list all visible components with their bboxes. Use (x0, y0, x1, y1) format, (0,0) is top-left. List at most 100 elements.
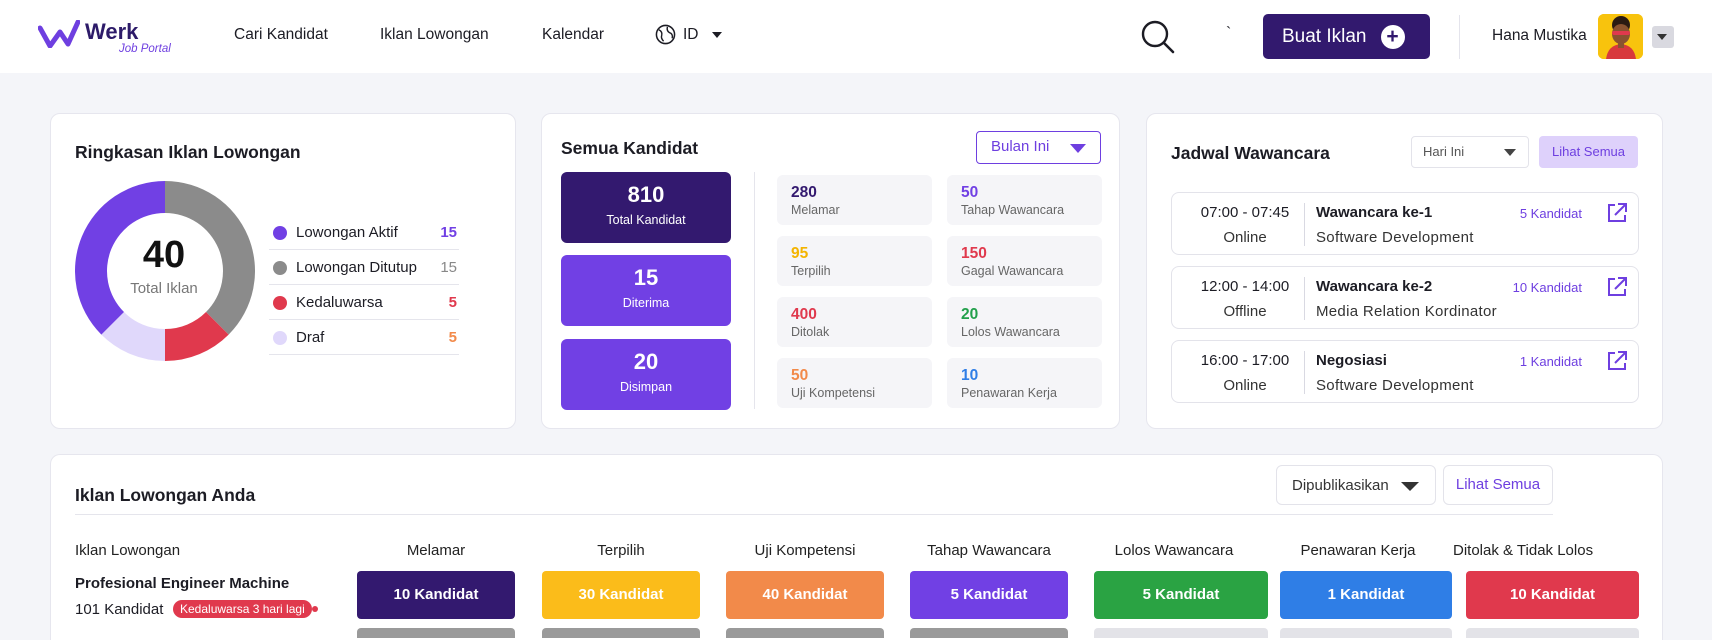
stat-label: Uji Kompetensi (791, 386, 876, 400)
selected-count-button[interactable]: 30 Kandidat (542, 571, 700, 619)
stat-tile-interview-stage[interactable]: 50 Tahap Wawancara (947, 175, 1102, 225)
external-link-icon[interactable] (1606, 276, 1628, 298)
top-navigation-bar: Werk Job Portal Cari Kandidat Iklan Lowo… (0, 0, 1712, 73)
nav-iklan-lowongan[interactable]: Iklan Lowongan (380, 26, 489, 43)
schedule-candidate-count[interactable]: 10 Kandidat (1512, 280, 1582, 295)
period-value: Bulan Ini (991, 138, 1050, 155)
next-row-cell (1466, 628, 1639, 638)
schedule-subtitle: Software Development (1316, 377, 1474, 394)
donut-slice-closed[interactable] (165, 181, 255, 335)
language-selector[interactable]: ID (655, 24, 722, 45)
interview-stage-count-button[interactable]: 5 Kandidat (910, 571, 1068, 619)
legend-dot (273, 226, 287, 240)
next-row-cell (910, 628, 1068, 638)
stat-tile-rejected[interactable]: 400 Ditolak (777, 297, 932, 347)
donut-slice-draft[interactable] (101, 312, 165, 361)
saved-candidates-tile[interactable]: 20 Disimpan (561, 339, 731, 410)
job-ad-candidate-count: 101 Kandidat (75, 601, 164, 618)
stat-label: Melamar (791, 203, 840, 217)
stat-label: Terpilih (791, 264, 831, 278)
user-photo-icon (1598, 14, 1643, 59)
stat-tile-applied[interactable]: 280 Melamar (777, 175, 932, 225)
schedule-item[interactable]: 07:00 - 07:45 Online Wawancara ke-1 Soft… (1171, 192, 1639, 255)
schedule-item[interactable]: 12:00 - 14:00 Offline Wawancara ke-2 Med… (1171, 266, 1639, 329)
column-header-applied: Melamar (406, 542, 466, 559)
donut-slice-expired[interactable] (165, 312, 229, 361)
schedule-separator (1304, 351, 1305, 394)
column-header-passed-interview: Lolos Wawancara (1114, 542, 1234, 559)
legend-item-closed[interactable]: Lowongan Ditutup 15 (269, 250, 459, 285)
schedule-day-dropdown[interactable]: Hari Ini (1411, 136, 1529, 168)
next-row-cell (542, 628, 700, 638)
globe-icon (655, 24, 676, 45)
avatar[interactable] (1598, 14, 1643, 59)
job-ads-title: Iklan Lowongan Anda (75, 485, 256, 505)
job-ad-title[interactable]: Profesional Engineer Machine (75, 575, 290, 592)
stat-value: 10 (961, 367, 979, 384)
nav-kalendar[interactable]: Kalendar (542, 26, 605, 43)
schedule-title-text: Negosiasi (1316, 352, 1387, 369)
create-job-ad-label: Buat Iklan (1282, 25, 1367, 47)
stat-tile-passed-interview[interactable]: 20 Lolos Wawancara (947, 297, 1102, 347)
stat-value: 400 (791, 306, 817, 323)
schedule-time: 12:00 - 14:00 (1200, 278, 1290, 295)
stat-tile-competency-test[interactable]: 50 Uji Kompetensi (777, 358, 932, 408)
chevron-down-icon (1070, 144, 1086, 153)
stat-label: Gagal Wawancara (961, 264, 1064, 278)
plus-icon: + (1380, 24, 1405, 49)
interview-schedule-card: Jadwal Wawancara Hari Ini Lihat Semua 07… (1146, 113, 1663, 429)
brand-tagline: Job Portal (119, 43, 171, 55)
schedule-candidate-count[interactable]: 1 Kandidat (1519, 354, 1582, 369)
rejected-count-button[interactable]: 10 Kandidat (1466, 571, 1639, 619)
accepted-candidates-tile[interactable]: 15 Diterima (561, 255, 731, 326)
stat-tile-job-offer[interactable]: 10 Penawaran Kerja (947, 358, 1102, 408)
schedule-candidate-count[interactable]: 5 Kandidat (1519, 206, 1582, 221)
schedule-time: 16:00 - 17:00 (1200, 352, 1290, 369)
legend-item-active[interactable]: Lowongan Aktif 15 (269, 215, 459, 250)
donut-slice-active[interactable] (75, 181, 165, 335)
external-link-icon[interactable] (1606, 202, 1628, 224)
column-header-job-ad: Iklan Lowongan (75, 542, 181, 559)
publication-status-dropdown[interactable]: Dipublikasikan (1276, 465, 1436, 505)
header-divider (1459, 15, 1460, 59)
create-job-ad-button[interactable]: Buat Iklan + (1263, 14, 1430, 59)
stat-value: 50 (791, 367, 809, 384)
user-name[interactable]: Hana Mustika (1492, 27, 1587, 44)
passed-interview-count-button[interactable]: 5 Kandidat (1094, 571, 1268, 619)
werk-logo-icon (38, 20, 80, 48)
stat-value: 50 (961, 184, 979, 201)
external-link-icon[interactable] (1606, 350, 1628, 372)
job-offer-count-button[interactable]: 1 Kandidat (1280, 571, 1452, 619)
column-header-rejected: Ditolak & Tidak Lolos (1453, 542, 1594, 559)
schedule-mode: Online (1223, 377, 1267, 394)
alert-dot (312, 606, 318, 612)
schedule-see-all-button[interactable]: Lihat Semua (1539, 136, 1638, 168)
next-row-cell (726, 628, 884, 638)
user-menu-toggle[interactable] (1652, 26, 1674, 48)
total-ads-value: 40 (142, 234, 186, 276)
legend-item-draft[interactable]: Draf 5 (269, 320, 459, 355)
job-ads-see-all-button[interactable]: Lihat Semua (1443, 465, 1553, 505)
period-dropdown[interactable]: Bulan Ini (976, 131, 1101, 164)
total-candidates-tile[interactable]: 810 Total Kandidat (561, 172, 731, 243)
legend-label: Draf (296, 329, 325, 346)
column-header-job-offer: Penawaran Kerja (1300, 542, 1416, 559)
publication-status-value: Dipublikasikan (1292, 477, 1389, 494)
brand-logo[interactable]: Werk Job Portal (38, 16, 188, 60)
legend-item-expired[interactable]: Kedaluwarsa 5 (269, 285, 459, 320)
stat-value: 150 (961, 245, 987, 262)
stat-tile-selected[interactable]: 95 Terpilih (777, 236, 932, 286)
nav-cari-kandidat[interactable]: Cari Kandidat (234, 26, 328, 43)
your-job-ads-card: Iklan Lowongan Anda Dipublikasikan Lihat… (50, 454, 1663, 640)
chevron-down-icon (1401, 482, 1419, 491)
legend-value: 15 (440, 224, 457, 241)
stat-tile-failed-interview[interactable]: 150 Gagal Wawancara (947, 236, 1102, 286)
competency-test-count-button[interactable]: 40 Kandidat (726, 571, 884, 619)
all-candidates-card: Semua Kandidat Bulan Ini 810 Total Kandi… (541, 113, 1120, 429)
schedule-item[interactable]: 16:00 - 17:00 Online Negosiasi Software … (1171, 340, 1639, 403)
applied-count-button[interactable]: 10 Kandidat (357, 571, 515, 619)
schedule-title-text: Wawancara ke-1 (1316, 204, 1433, 221)
stat-label: Tahap Wawancara (961, 203, 1065, 217)
search-icon[interactable] (1140, 19, 1176, 55)
candidates-title: Semua Kandidat (561, 138, 699, 158)
